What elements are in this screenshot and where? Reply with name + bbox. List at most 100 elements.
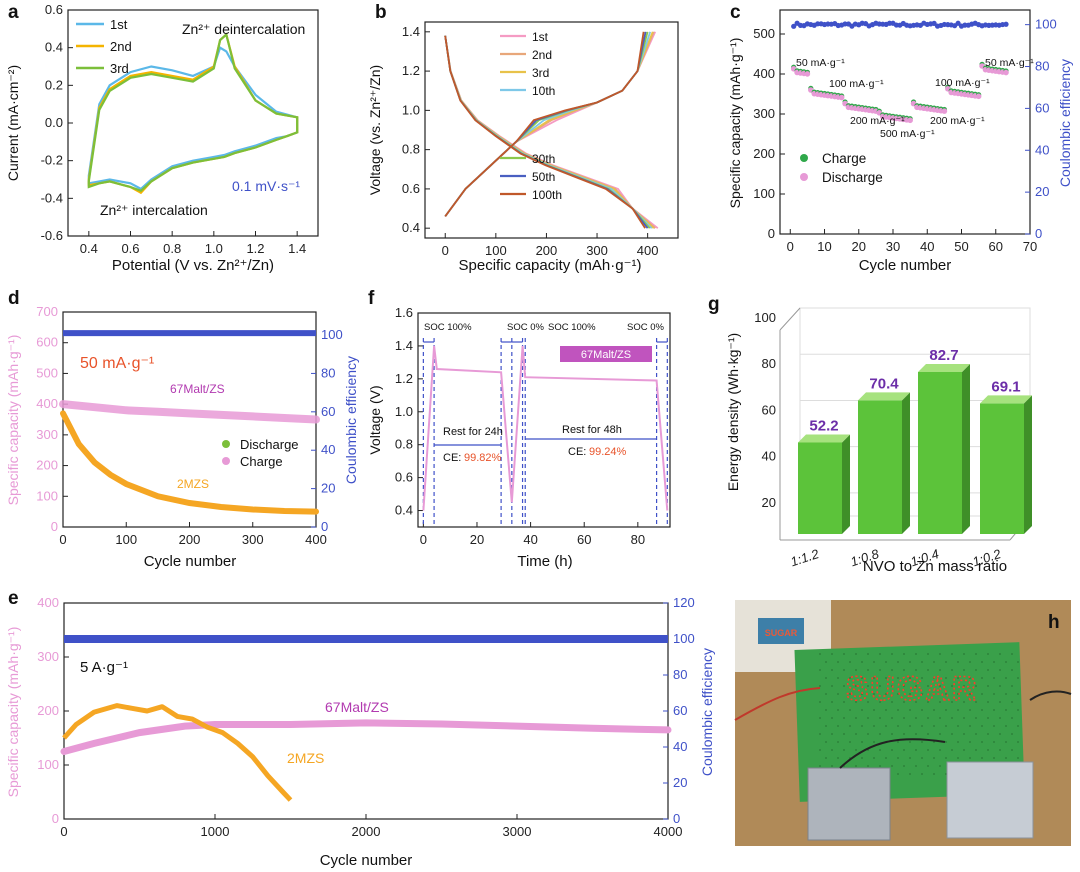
panel-c-xtick-label: 0	[787, 239, 794, 254]
board-hole	[843, 749, 845, 751]
panel-label-e: e	[8, 588, 19, 609]
panel-c-y2tick-label: 60	[1035, 100, 1049, 115]
panel-a-xtick-label: 1.4	[288, 241, 306, 256]
panel-e-ylabel: Specific capacity (mAh·g⁻¹)	[5, 627, 21, 798]
board-hole	[987, 717, 989, 719]
panel-e-ytick-label: 400	[37, 595, 59, 610]
board-hole	[987, 685, 989, 687]
board-hole	[1011, 669, 1013, 671]
board-hole	[915, 653, 917, 655]
panel-b-xtick-label: 400	[637, 243, 659, 258]
legend-label: 50th	[532, 170, 555, 184]
board-hole	[879, 765, 881, 767]
zs-capacity-line	[62, 703, 293, 802]
board-hole	[945, 773, 947, 775]
legend-label: Discharge	[240, 437, 299, 452]
board-hole	[993, 709, 995, 711]
board-hole	[885, 757, 887, 759]
bar-top	[798, 434, 850, 443]
panel-d-y2tick-label: 100	[321, 327, 343, 342]
panel-c-xtick-label: 40	[920, 239, 934, 254]
board-hole	[909, 693, 911, 695]
ce-value: 99.24%	[589, 446, 627, 458]
board-hole	[993, 741, 995, 743]
board-hole	[933, 725, 935, 727]
board-hole	[987, 653, 989, 655]
board-hole	[867, 685, 869, 687]
board-hole	[927, 653, 929, 655]
board-hole	[957, 709, 959, 711]
board-hole	[885, 693, 887, 695]
board-hole	[891, 669, 893, 671]
board-hole	[999, 733, 1001, 735]
bar-side	[902, 392, 910, 534]
rate-label: 50 mA·g⁻¹	[80, 355, 154, 372]
panel-a-ylabel: Current (mA·cm⁻²)	[5, 65, 21, 181]
panel-c-xtick-label: 10	[817, 239, 831, 254]
bar-front	[980, 403, 1024, 534]
inset-led-text: SUGAR	[765, 628, 798, 638]
board-hole	[969, 661, 971, 663]
board-hole	[969, 757, 971, 759]
board-hole	[945, 757, 947, 759]
panel-f-xtick-label: 0	[420, 532, 427, 547]
board-hole	[1017, 709, 1019, 711]
panel-c-ytick-label: 200	[753, 146, 775, 161]
panel-f-ytick-label: 1.4	[395, 338, 413, 353]
panel-e-y2tick-label: 0	[673, 811, 680, 826]
panel-a-xtick-label: 0.8	[163, 241, 181, 256]
panel-d-y2tick-label: 40	[321, 442, 335, 457]
board-hole	[861, 709, 863, 711]
rate-label: 100 mA·g⁻¹	[935, 77, 990, 89]
legend-label: Charge	[240, 454, 283, 469]
battery-pouch-right	[946, 761, 1034, 839]
panel-b: 0 100 200 300 400 0.4 0.6 0.8 1.0 1.2 1.4 1st 2nd 3rd…	[367, 2, 679, 274]
legend-label: Discharge	[822, 170, 883, 185]
panel-b-ytick-label: 1.4	[402, 24, 420, 39]
board-hole	[1005, 709, 1007, 711]
board-hole	[873, 677, 875, 679]
panel-c-y2tick-label: 80	[1035, 59, 1049, 74]
panel-label-b: b	[375, 2, 387, 23]
discharge-point	[907, 117, 913, 124]
legend-label: 10th	[532, 84, 555, 98]
rest24-label: Rest for 24h	[443, 426, 503, 438]
board-hole	[891, 653, 893, 655]
rate-label: 500 mA·g⁻¹	[880, 128, 935, 140]
board-hole	[903, 669, 905, 671]
panel-c-ytick-label: 0	[768, 226, 775, 241]
panel-f-xtick-label: 80	[631, 532, 645, 547]
ce-label: CE:	[568, 446, 586, 458]
board-hole	[1011, 749, 1013, 751]
board-hole	[987, 733, 989, 735]
board-hole	[927, 685, 929, 687]
soc-label: SOC 100%	[548, 322, 596, 333]
board-hole	[957, 741, 959, 743]
panel-e-ytick-label: 100	[37, 757, 59, 772]
board-hole	[993, 725, 995, 727]
annotation-scan-rate: 0.1 mV·s⁻¹	[232, 178, 300, 194]
board-hole	[837, 757, 839, 759]
legend-label: 1st	[110, 17, 128, 32]
rate-label: 5 A·g⁻¹	[80, 659, 128, 676]
panel-g-ytick-label: 80	[762, 356, 776, 371]
board-hole	[909, 709, 911, 711]
board-hole	[981, 741, 983, 743]
board-hole	[963, 749, 965, 751]
board-hole	[855, 749, 857, 751]
board-hole	[903, 733, 905, 735]
board-hole	[873, 757, 875, 759]
board-hole	[903, 717, 905, 719]
legend-label: 2nd	[110, 39, 132, 54]
panel-c: 0 10 20 30 40 50 60 700100200300400500020406080…	[727, 2, 1073, 274]
rate-label: 200 mA·g⁻¹	[930, 115, 985, 127]
board-hole	[999, 653, 1001, 655]
panel-f-xtick-label: 20	[470, 532, 484, 547]
board-hole	[981, 725, 983, 727]
board-hole	[921, 741, 923, 743]
board-hole	[849, 677, 851, 679]
board-hole	[885, 725, 887, 727]
board-hole	[987, 749, 989, 751]
board-hole	[999, 749, 1001, 751]
board-hole	[825, 661, 827, 663]
